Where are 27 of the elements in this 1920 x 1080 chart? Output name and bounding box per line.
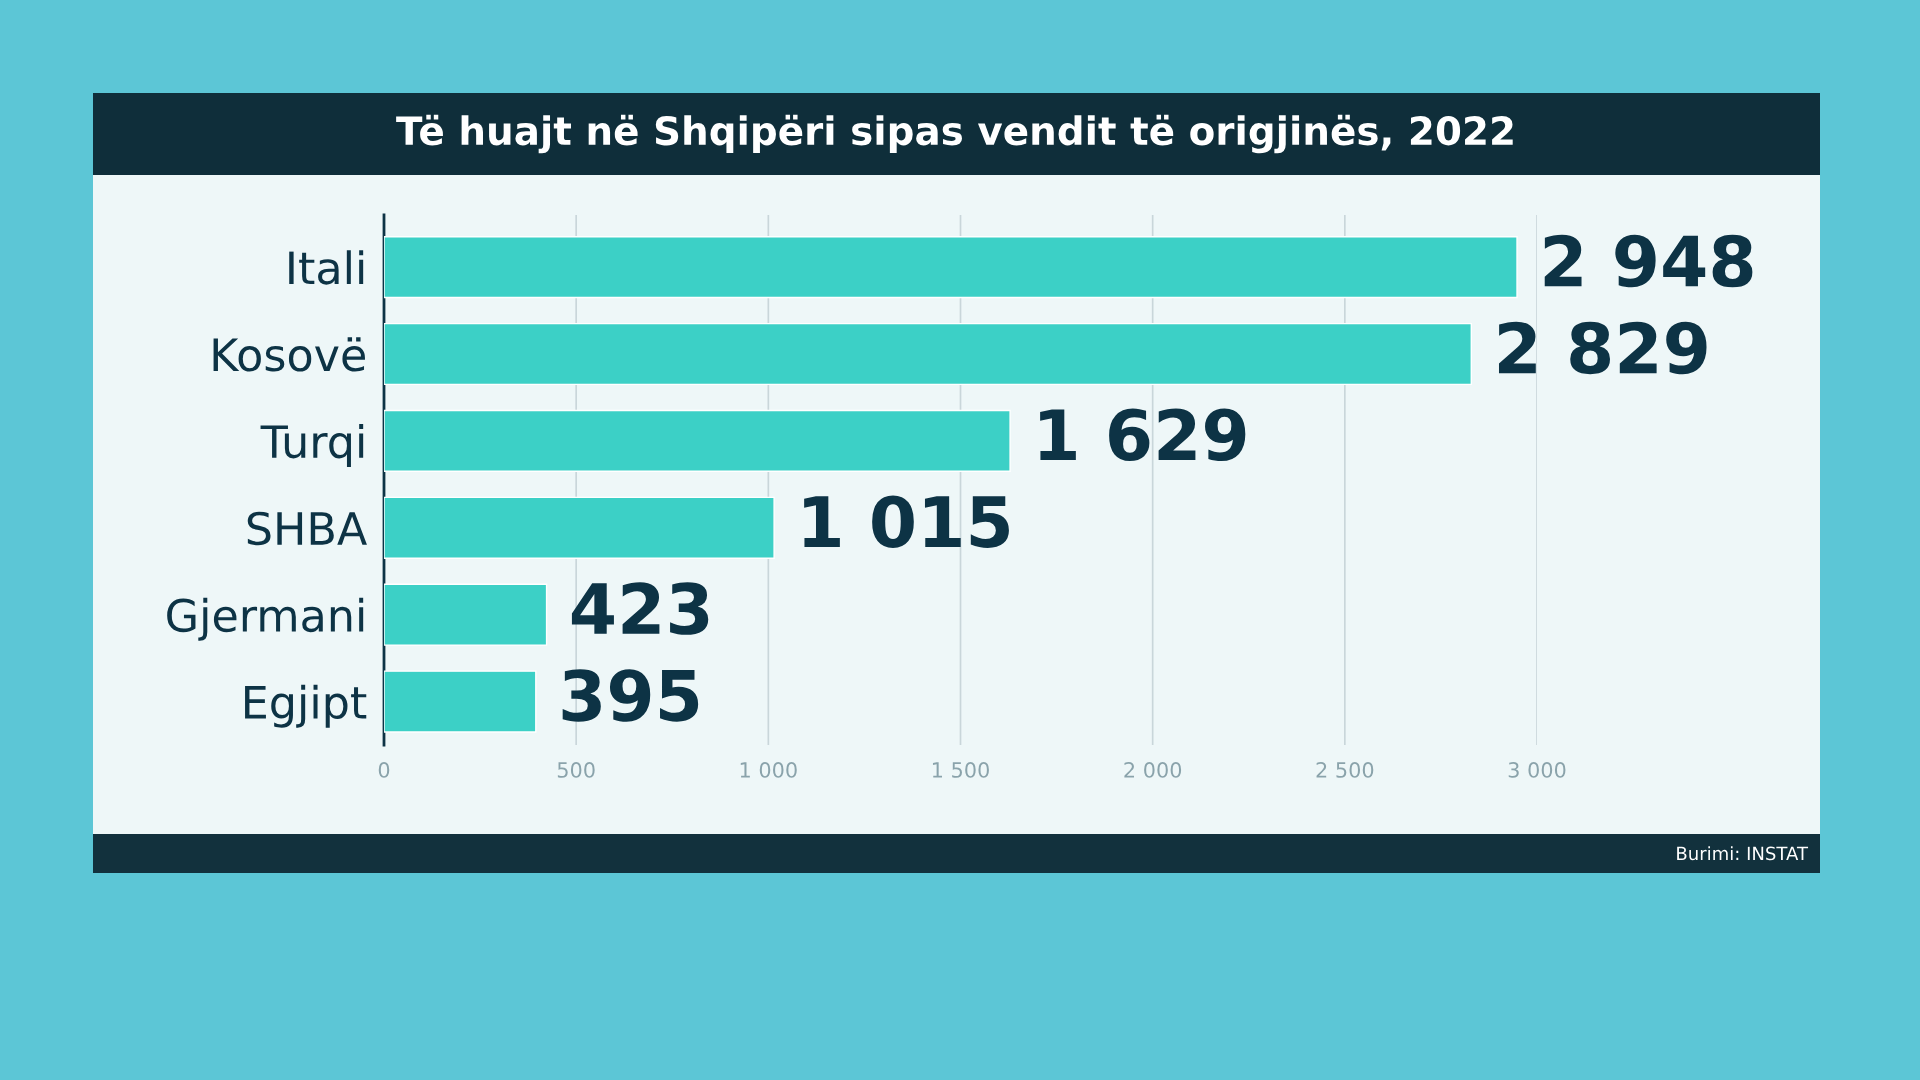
data-label: 395 (562, 669, 699, 722)
data-label: 2 829 (1498, 321, 1707, 375)
data-label: 2 948 (1544, 234, 1753, 288)
x-tick-label: 500 (557, 762, 595, 778)
bar (384, 409, 1011, 473)
x-tick-label: 0 (378, 762, 390, 778)
y-tick-label: Egjipt (245, 684, 367, 728)
x-tick-label: 1 000 (740, 762, 797, 778)
bar (384, 322, 1472, 386)
data-label: 1 629 (1040, 408, 1246, 462)
bar (384, 236, 1518, 299)
x-tick-label: 3 000 (1508, 762, 1566, 778)
y-tick-label: Turqi (260, 424, 364, 468)
x-tick-label: 2 500 (1316, 762, 1374, 778)
data-label: 423 (571, 582, 709, 635)
text: Burimi: INSTAT (1677, 846, 1809, 861)
y-tick-label: Kosovë (213, 337, 365, 372)
bar (384, 583, 548, 646)
x-tick-label: 1 500 (932, 762, 989, 778)
data-label: 1 015 (804, 495, 1009, 548)
x-tick-label: 2 000 (1124, 762, 1182, 778)
bar (384, 496, 775, 559)
y-tick-label: Gjermani (167, 597, 364, 641)
y-tick-label: Itali (289, 250, 364, 285)
y-tick-label: SHBA (247, 511, 367, 546)
chart-title: Të huajt në Shqipëri sipas vendit të origjinës, 2022 (396, 114, 1513, 154)
bar (384, 670, 537, 733)
